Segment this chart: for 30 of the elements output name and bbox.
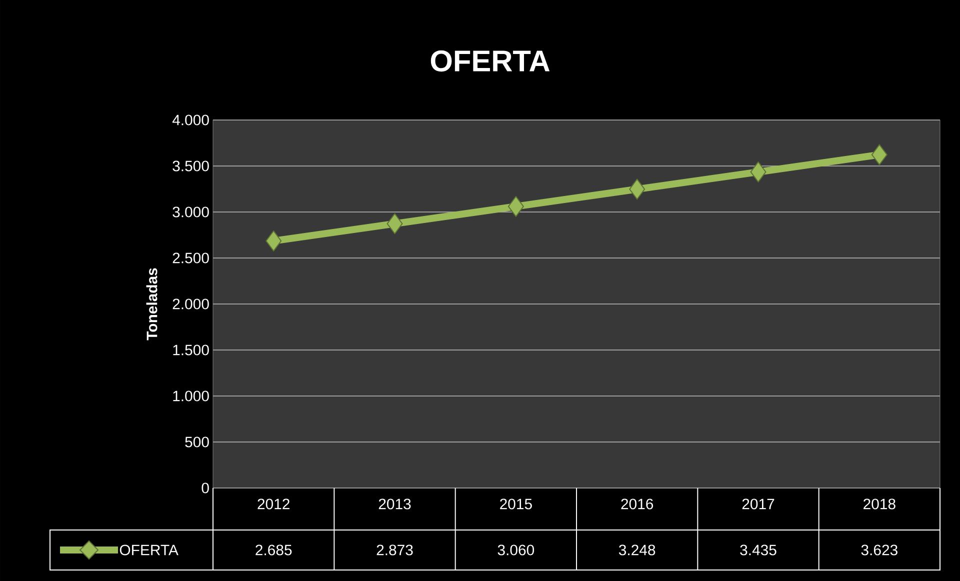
y-tick-label: 0 [202,482,209,494]
point [871,144,888,166]
data-label: 2.873 [376,544,413,556]
data-label: 3.060 [498,544,534,556]
x-tick-label: 2017 [742,498,774,510]
y-tick-label: 4.000 [172,114,209,126]
data-label: 2.685 [256,544,292,556]
x-tick-label: 2012 [258,498,290,510]
legend-label: OFERTA [120,544,178,556]
data-label: 3.248 [618,544,656,556]
point [508,196,524,217]
y-tick-label: 2.500 [172,252,209,264]
y-tick-label: 500 [185,436,209,448]
y-axis-title: Toneladas [146,268,158,340]
y-tick-label: 1.500 [173,344,209,356]
y-tick-label: 2.000 [172,298,209,310]
y-tick-label: 1.000 [173,390,209,402]
point [629,178,646,200]
point [750,161,766,182]
point [386,213,403,234]
y-tick-label: 3.000 [172,206,209,218]
x-tick-label: 2018 [864,498,896,510]
x-tick-label: 2015 [500,498,532,510]
point [266,230,282,252]
x-tick-label: 2016 [621,498,654,510]
data-label: 3.623 [861,544,898,556]
y-tick-label: 3.500 [172,160,209,172]
x-tick-label: 2013 [378,498,411,510]
data-label: 3.435 [740,544,776,556]
chart-title: OFERTA [430,50,550,72]
